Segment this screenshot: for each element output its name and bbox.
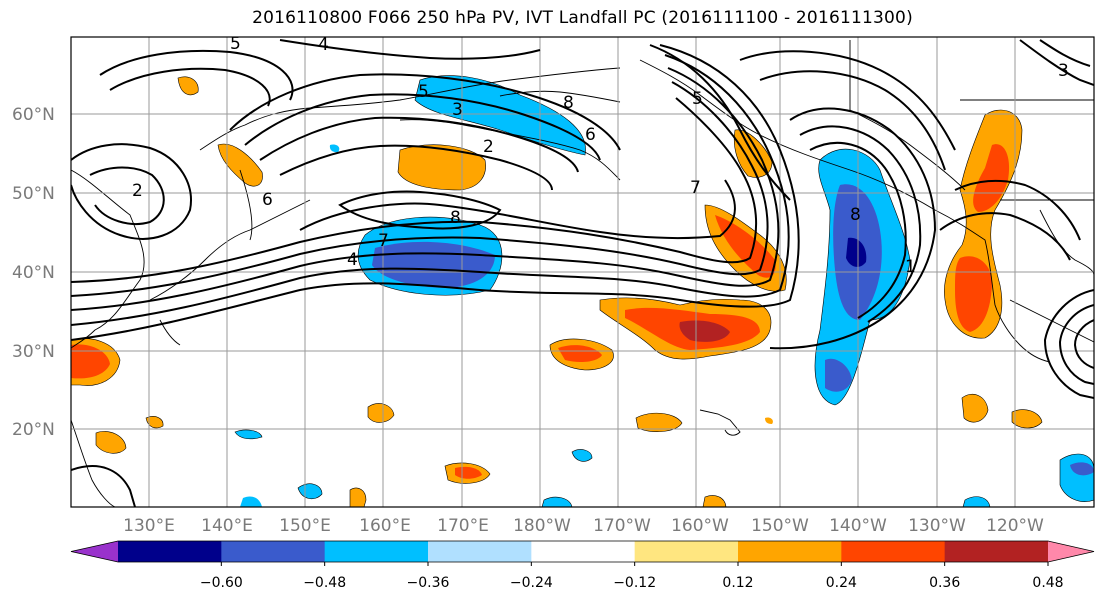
lon-label: 160°E bbox=[359, 516, 411, 536]
svg-text:5: 5 bbox=[230, 34, 241, 54]
svg-text:4: 4 bbox=[318, 35, 329, 55]
svg-text:5: 5 bbox=[418, 82, 429, 102]
svg-text:1: 1 bbox=[905, 257, 916, 277]
svg-text:8: 8 bbox=[563, 93, 574, 113]
colorbar-tick-label: −0.24 bbox=[510, 575, 553, 591]
colorbar-extend-high bbox=[1048, 541, 1094, 562]
colorbar-tick-label: 0.48 bbox=[1032, 575, 1063, 591]
lon-label: 140°E bbox=[201, 516, 253, 536]
colorbar-tick-label: −0.60 bbox=[200, 575, 243, 591]
lat-label-50: 50°N bbox=[12, 184, 55, 204]
svg-text:8: 8 bbox=[850, 205, 861, 225]
lat-label-30: 30°N bbox=[12, 342, 55, 362]
longitude-labels: 130°E 140°E 150°E 160°E 170°E 180°W 170°… bbox=[123, 516, 1044, 536]
svg-text:6: 6 bbox=[585, 125, 596, 145]
colorbar-outline bbox=[70, 540, 1095, 563]
lon-label: 150°E bbox=[279, 516, 331, 536]
positive-anomaly-fills bbox=[71, 76, 1043, 507]
lon-label: 160°W bbox=[671, 516, 729, 536]
lon-label: 150°W bbox=[751, 516, 809, 536]
colorbar-bin bbox=[634, 541, 739, 562]
colorbar-tick-label: −0.48 bbox=[303, 575, 346, 591]
latitude-labels: 60°N 50°N 40°N 30°N 20°N bbox=[12, 105, 55, 440]
svg-text:5: 5 bbox=[692, 89, 703, 109]
colorbar-tick-label: 0.12 bbox=[722, 575, 753, 591]
colorbar: −0.60 −0.48 −0.36 −0.24 −0.12 0.12 0.24 0.36 0.4… bbox=[70, 540, 1095, 591]
map-frame bbox=[70, 36, 1095, 508]
svg-text:3: 3 bbox=[452, 100, 463, 120]
map-title: 2016110800 F066 250 hPa PV, IVT Landfall… bbox=[252, 8, 913, 28]
svg-text:4: 4 bbox=[347, 250, 358, 270]
lon-label: 180°W bbox=[513, 516, 571, 536]
colorbar-tick-label: 0.24 bbox=[826, 575, 857, 591]
colorbar-bin bbox=[221, 541, 326, 562]
svg-text:7: 7 bbox=[378, 231, 389, 251]
svg-text:6: 6 bbox=[262, 190, 273, 210]
colorbar-bin bbox=[944, 541, 1049, 562]
lon-label: 170°W bbox=[593, 516, 651, 536]
colorbar-tick-label: −0.12 bbox=[613, 575, 656, 591]
colorbar-tick-label: 0.36 bbox=[929, 575, 960, 591]
svg-text:3: 3 bbox=[1058, 61, 1069, 81]
colorbar-bin bbox=[324, 541, 429, 562]
svg-text:7: 7 bbox=[690, 178, 701, 198]
lat-label-20: 20°N bbox=[12, 420, 55, 440]
lon-label: 130°W bbox=[908, 516, 966, 536]
lat-label-60: 60°N bbox=[12, 105, 55, 125]
svg-text:2: 2 bbox=[483, 137, 494, 157]
colorbar-bin bbox=[428, 541, 532, 562]
svg-text:2: 2 bbox=[132, 181, 143, 201]
colorbar-bin bbox=[531, 541, 636, 562]
svg-text:8: 8 bbox=[450, 208, 461, 228]
lon-label: 140°W bbox=[829, 516, 887, 536]
lon-label: 120°W bbox=[986, 516, 1044, 536]
colorbar-tick-label: −0.36 bbox=[407, 575, 450, 591]
lon-label: 170°E bbox=[437, 516, 489, 536]
lon-label: 130°E bbox=[123, 516, 175, 536]
lat-label-40: 40°N bbox=[12, 263, 55, 283]
colorbar-bin bbox=[841, 541, 946, 562]
contour-labels: 5 4 5 3 8 2 6 8 7 8 4 1 2 6 7 3 5 bbox=[132, 34, 1069, 277]
colorbar-bin bbox=[738, 541, 842, 562]
colorbar-bin bbox=[118, 541, 222, 562]
pv-contours bbox=[71, 39, 1094, 507]
colorbar-extend-low bbox=[71, 541, 118, 562]
